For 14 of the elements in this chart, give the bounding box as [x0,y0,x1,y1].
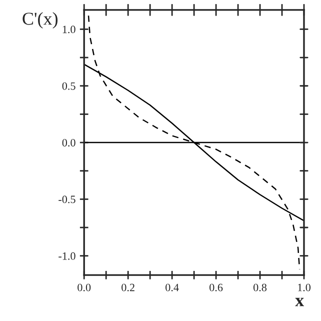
x-tick-label: 1.0 [298,284,311,292]
y-tick-label: 0.5 [62,82,76,90]
x-axis-title: x [295,298,304,306]
y-tick-label: -0.5 [58,196,76,204]
x-tick-label: 0.8 [253,284,267,292]
y-tick-label: 0.0 [62,138,76,147]
x-tick-label: 0.6 [210,284,223,292]
y-tick-label: 1.0 [62,26,76,34]
y-axis-title: C'(x) [22,12,58,29]
x-tick-label: 0.4 [166,284,179,292]
x-tick-label: 0.2 [122,284,134,292]
x-tick-label: 0.0 [78,284,91,292]
line-series [88,14,300,270]
y-tick-label: -1.0 [58,252,76,260]
